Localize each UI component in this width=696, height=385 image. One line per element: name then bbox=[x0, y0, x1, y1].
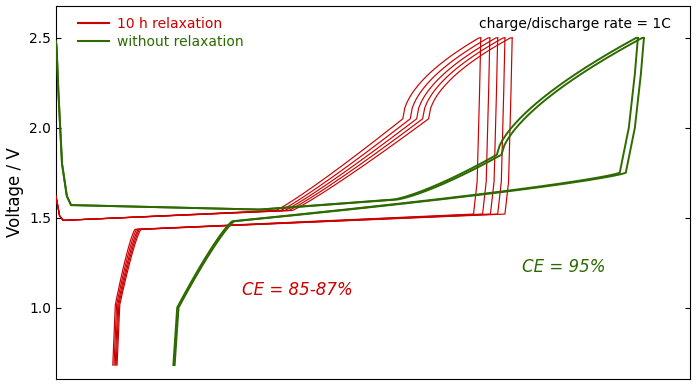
Text: CE = 95%: CE = 95% bbox=[522, 258, 606, 276]
Text: charge/discharge rate = 1C: charge/discharge rate = 1C bbox=[480, 17, 672, 31]
Legend: 10 h relaxation, without relaxation: 10 h relaxation, without relaxation bbox=[76, 14, 246, 52]
Y-axis label: Voltage / V: Voltage / V bbox=[6, 147, 24, 238]
Text: CE = 85-87%: CE = 85-87% bbox=[242, 281, 352, 299]
